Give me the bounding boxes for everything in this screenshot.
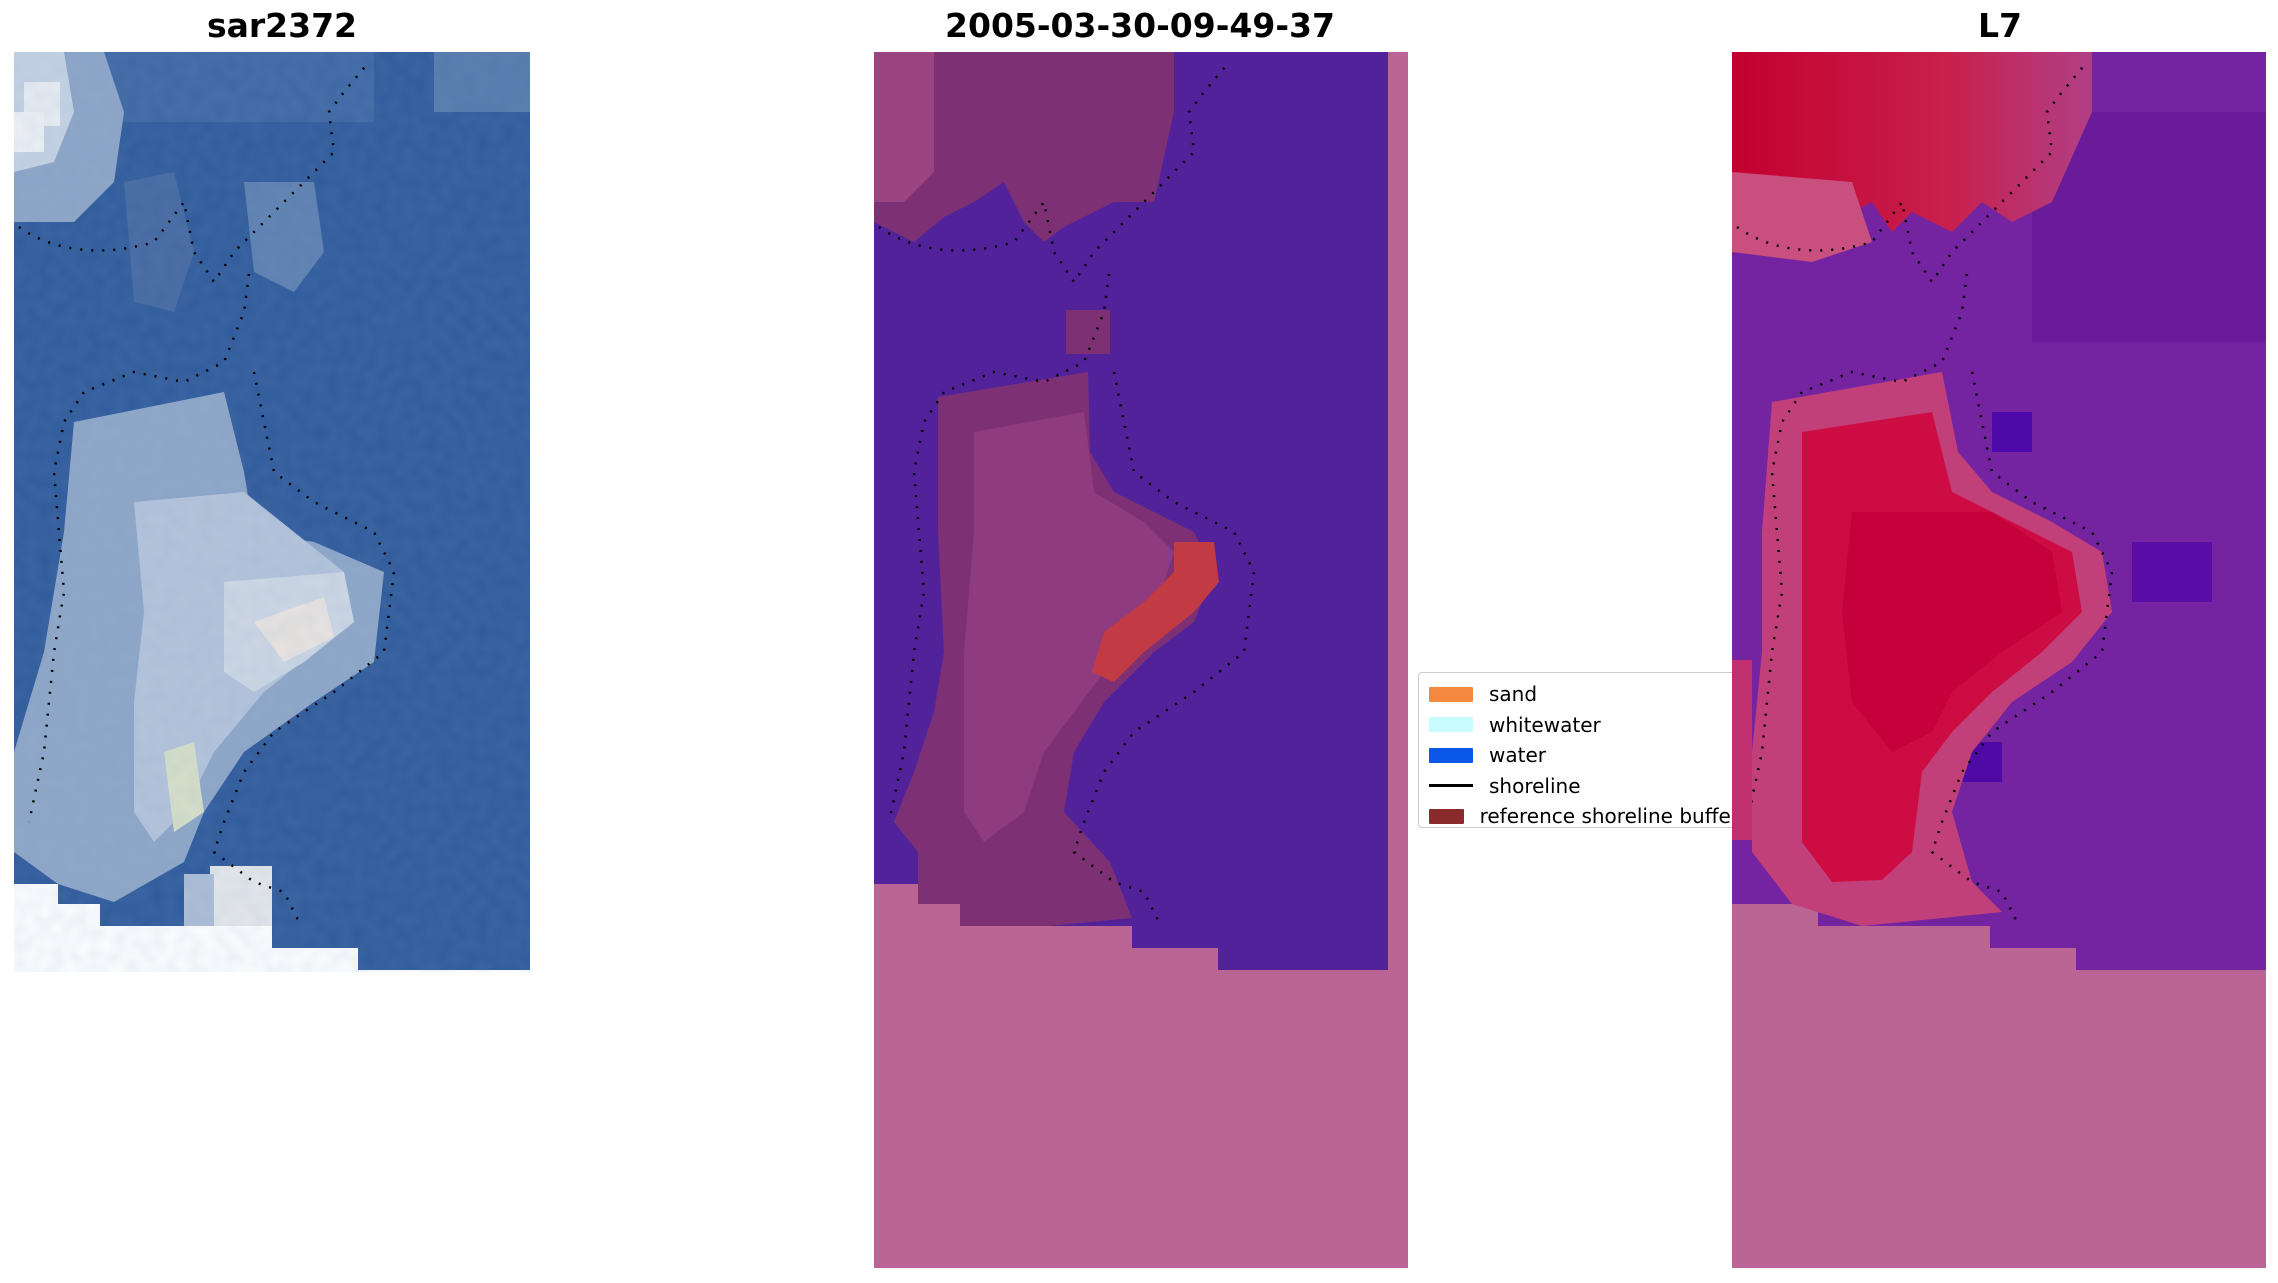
legend: sand whitewater water shoreline referenc… (1418, 672, 1740, 828)
classified-image (874, 52, 1408, 1268)
legend-swatch-water (1429, 747, 1473, 763)
legend-swatch-sand (1429, 686, 1473, 702)
legend-item-sand: sand (1419, 679, 1739, 710)
legend-label: shoreline (1489, 773, 1581, 798)
index-image-panel (1732, 52, 2266, 1268)
panel-title-classified: 2005-03-30-09-49-37 (945, 6, 1335, 45)
legend-item-reference-buffer: reference shoreline buffer (1419, 801, 1739, 828)
legend-label: sand (1489, 682, 1538, 707)
legend-swatch-whitewater (1429, 717, 1473, 733)
rgb-image-panel (14, 52, 530, 972)
panel-title-rgb: sar2372 (206, 6, 358, 45)
legend-clip-cover (1732, 660, 1752, 840)
legend-item-shoreline: shoreline (1419, 771, 1739, 802)
legend-label: reference shoreline buffer (1479, 804, 1739, 828)
legend-label: whitewater (1489, 712, 1601, 737)
panel-title-index: L7 (1978, 6, 2022, 45)
index-image (1732, 52, 2266, 1268)
legend-label: water (1489, 743, 1546, 768)
classified-image-panel (874, 52, 1408, 1268)
legend-item-water: water (1419, 740, 1739, 771)
legend-line-shoreline (1429, 784, 1473, 788)
legend-swatch-reference-buffer (1429, 808, 1464, 824)
legend-item-whitewater: whitewater (1419, 710, 1739, 741)
rgb-image (14, 52, 530, 970)
